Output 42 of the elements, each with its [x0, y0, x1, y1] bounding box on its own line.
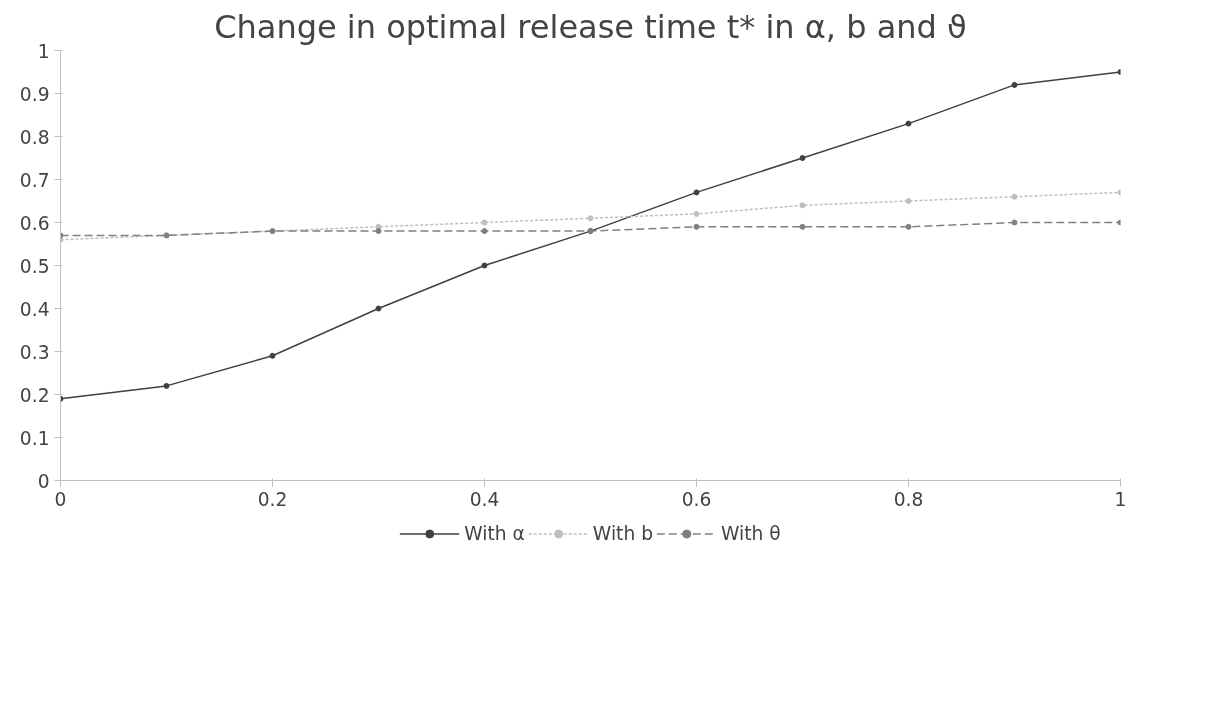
y-tick-label: 0.5 [19, 255, 50, 277]
point [1011, 193, 1018, 200]
point [163, 382, 170, 389]
y-tick-label: 0.4 [19, 298, 50, 320]
legend-label: With α [464, 522, 525, 544]
point [905, 198, 912, 204]
point [693, 189, 700, 196]
point [693, 210, 700, 217]
y-tick-label: 1 [37, 40, 50, 62]
x-tick-label: 0.6 [681, 488, 712, 510]
point [799, 202, 806, 209]
y-tick-label: 0.9 [19, 83, 50, 105]
y-tick-label: 0.6 [19, 212, 50, 234]
x-tick-label: 0.8 [893, 488, 924, 510]
point [799, 155, 806, 161]
point [905, 223, 912, 230]
y-tick-label: 0.8 [19, 126, 50, 148]
point [269, 352, 276, 359]
point [799, 223, 806, 230]
point [375, 228, 382, 235]
y-tick-label: 0.1 [19, 427, 50, 449]
point [481, 219, 488, 226]
point [905, 120, 912, 127]
y-tick-label: 0 [37, 470, 50, 492]
x-tick-label: 1 [1114, 488, 1127, 510]
point [587, 215, 594, 222]
legend-label: With θ [721, 522, 781, 544]
y-tick-label: 0.7 [19, 169, 50, 191]
point [1011, 81, 1018, 88]
legend-label: With b [592, 522, 654, 544]
x-tick-label: 0 [54, 488, 67, 510]
y-tick-label: 0.3 [19, 341, 50, 363]
y-tick-label: 0.2 [19, 384, 50, 406]
point [375, 223, 382, 230]
point [1011, 219, 1018, 226]
x-tick-label: 0.4 [469, 488, 500, 510]
point [375, 305, 382, 312]
chart-title: Change in optimal release time t* in α, b and ϑ [214, 7, 967, 46]
point [693, 223, 700, 230]
point [481, 228, 488, 235]
x-tick-label: 0.2 [257, 488, 288, 510]
point [481, 262, 488, 269]
